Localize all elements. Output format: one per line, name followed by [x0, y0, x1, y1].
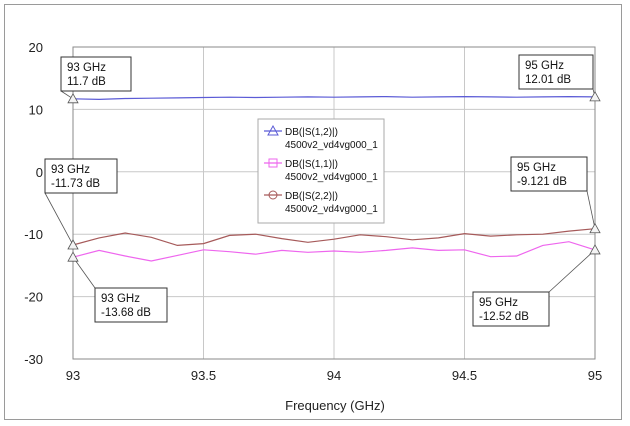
annotation-value: -12.52 dB: [479, 311, 529, 323]
legend-series-name: DB(|S(1,2)|): [285, 127, 338, 138]
y-tick-label: -10: [24, 227, 43, 242]
legend-series-subname: 4500v2_vd4vg000_1: [285, 204, 378, 215]
legend-series-subname: 4500v2_vd4vg000_1: [285, 172, 378, 183]
annotation-box: [472, 291, 550, 327]
annotation-freq: 93 GHz: [101, 293, 140, 305]
legend-square-icon: [268, 158, 278, 168]
annotation-leader: [586, 190, 596, 229]
chart-canvas: 93 93.5 94 94.5 95 20 10 0 -10 -20 -30 93 GHz 11.7 …: [24, 40, 602, 413]
annotation-leader: [548, 249, 596, 293]
annotation-freq: 95 GHz: [517, 162, 556, 174]
legend-series-name: DB(|S(1,1)|): [285, 159, 338, 170]
x-tick-label: 93: [66, 368, 80, 383]
legend-box: [257, 118, 385, 224]
y-tick-label: 10: [29, 102, 43, 117]
marker-annotations: 93 GHz 11.7 dB 95 GHz 12.01 dB 93 GHz -11.73 …: [44, 54, 601, 327]
legend-series-subname: 4500v2_vd4vg000_1: [285, 140, 378, 151]
annotation-value: -11.73 dB: [51, 178, 100, 190]
marker-triangle: [589, 91, 601, 102]
marker-triangle: [67, 239, 79, 250]
x-tick-label: 94: [327, 368, 341, 383]
y-tick-label: -20: [24, 290, 43, 305]
annotation-freq: 93 GHz: [67, 62, 106, 74]
annotation-value: 12.01 dB: [525, 74, 571, 86]
chart-frame: 93 93.5 94 94.5 95 20 10 0 -10 -20 -30 93 GHz 11.7 …: [4, 4, 622, 420]
legend-triangle-icon: [267, 124, 279, 136]
series-line-1: [72, 95, 596, 101]
marker-triangle: [67, 251, 79, 262]
annotation-box: [44, 158, 118, 194]
annotation-box: [94, 287, 168, 323]
annotation-box: [510, 156, 588, 192]
x-tick-label: 94.5: [452, 368, 477, 383]
annotation-leader: [72, 256, 96, 289]
annotation-freq: 95 GHz: [479, 297, 518, 309]
y-tick-label: 20: [29, 40, 43, 55]
y-tick-label: -30: [24, 352, 43, 367]
marker-triangle: [589, 244, 601, 255]
axes: 93 93.5 94 94.5 95 20 10 0 -10 -20 -30: [24, 40, 602, 383]
series-line-2: [72, 241, 596, 262]
y-tick-label: 0: [36, 165, 43, 180]
legend: DB(|S(1,2)|) 4500v2_vd4vg000_1 DB(|S(1,1)|…: [257, 118, 385, 224]
series-lines: [72, 95, 596, 262]
annotation-box: [60, 56, 132, 92]
marker-triangle: [67, 92, 79, 104]
marker-triangle: [589, 222, 601, 234]
annotation-box: [518, 54, 594, 90]
x-tick-label: 93.5: [191, 368, 216, 383]
series-line-3: [72, 228, 596, 247]
annotation-value: -13.68 dB: [101, 307, 151, 319]
annotation-freq: 93 GHz: [51, 164, 90, 176]
annotation-leader: [44, 192, 74, 246]
legend-series-name: DB(|S(2,2)|): [285, 191, 338, 202]
annotation-value: 11.7 dB: [67, 76, 106, 88]
x-axis-label: Frequency (GHz): [285, 398, 385, 413]
annotation-freq: 95 GHz: [525, 60, 564, 72]
annotation-value: -9.121 dB: [517, 176, 567, 188]
plot-border: [72, 46, 596, 360]
legend-circle-icon: [268, 190, 278, 200]
x-tick-label: 95: [588, 368, 602, 383]
